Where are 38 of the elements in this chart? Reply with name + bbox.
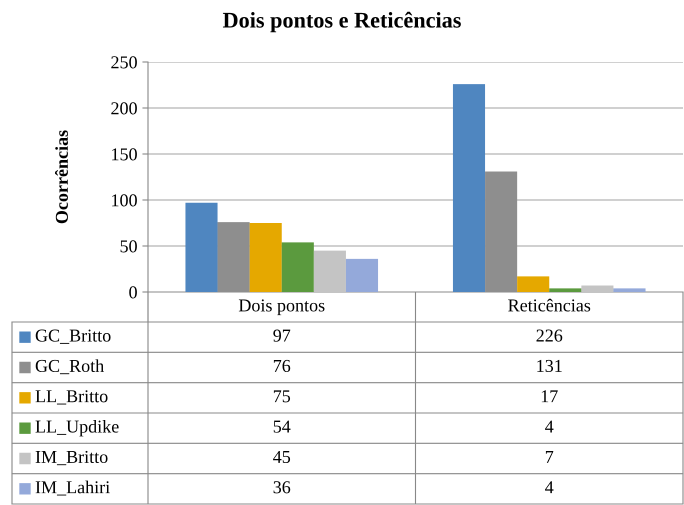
data-label: 226 [536, 330, 562, 342]
y-tick-label: 200 [111, 102, 137, 114]
data-label: 4 [545, 420, 554, 433]
data-label: 36 [274, 481, 290, 494]
y-tick-label: 100 [112, 194, 137, 206]
data-label: 4 [545, 481, 554, 494]
data-label: 97 [273, 330, 290, 342]
bar [517, 276, 550, 292]
x-tick-label: Reticências [508, 298, 590, 312]
bar [549, 288, 582, 292]
data-label: 131 [537, 360, 562, 372]
y-tick-label: 50 [120, 240, 137, 252]
legend-label: LL_Britto [36, 390, 108, 405]
y-tick-label: 150 [112, 148, 137, 160]
legend-label: IM_Britto [36, 450, 108, 466]
bar [581, 286, 614, 292]
legend-label: IM_Lahiri [36, 480, 110, 496]
bar [250, 223, 282, 292]
legend-label: GC_Britto [36, 330, 111, 344]
chart-title: Dois pontos e Reticências [222, 12, 461, 32]
legend-label: LL_Updike [36, 420, 119, 436]
data-label: 54 [274, 420, 290, 433]
y-axis-title: Ocorrências [55, 130, 68, 224]
data-label: 17 [542, 390, 558, 402]
y-tick-label: 0 [129, 286, 137, 298]
y-tick-label: 250 [111, 56, 137, 68]
data-label: 76 [274, 360, 290, 372]
legend-label: GC_Roth [36, 359, 104, 374]
bar [282, 242, 314, 292]
bar [452, 84, 486, 292]
bar [613, 288, 646, 292]
bar [185, 202, 218, 292]
data-label: 75 [274, 390, 290, 402]
data-label: 45 [273, 450, 290, 464]
bar [314, 250, 346, 292]
bar [346, 258, 378, 292]
x-tick-label: Dois pontos [238, 299, 324, 316]
data-label: 7 [546, 451, 554, 463]
